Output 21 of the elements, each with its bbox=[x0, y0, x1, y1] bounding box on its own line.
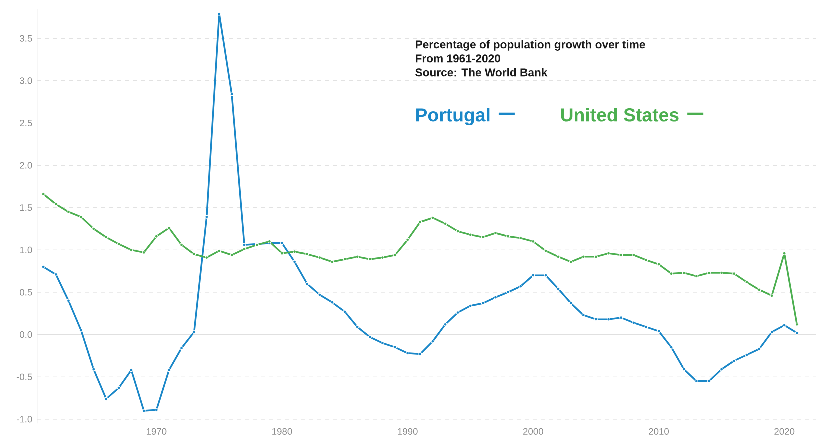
x-tick-label: 2020 bbox=[774, 428, 795, 435]
x-tick-label: 2010 bbox=[649, 428, 670, 435]
y-tick-label: 3.0 bbox=[20, 78, 32, 84]
x-tick-label: 1990 bbox=[398, 428, 418, 435]
y-tick-label: 2.5 bbox=[20, 120, 32, 127]
y-tick-label: 3.5 bbox=[20, 35, 32, 42]
y-tick-label: -1.0 bbox=[16, 416, 32, 423]
y-tick-label: 0.5 bbox=[20, 289, 32, 296]
y-tick-label: 2.0 bbox=[20, 162, 32, 169]
legend-label: Portugal bbox=[416, 108, 490, 126]
y-tick-label: 1.0 bbox=[20, 246, 32, 254]
y-tick-label: -0.5 bbox=[16, 374, 32, 380]
text: From 1961-2020 bbox=[416, 54, 500, 63]
y-tick-label: 0.0 bbox=[20, 332, 32, 338]
annotation: Source: The World Bank bbox=[416, 68, 548, 77]
y-tick-label: 1.5 bbox=[20, 204, 32, 212]
x-tick-label: 1980 bbox=[272, 428, 292, 435]
legend-label: United States bbox=[561, 108, 679, 122]
x-tick-label: 1970 bbox=[146, 428, 167, 435]
text: Percentage of population growth over time bbox=[416, 40, 646, 51]
x-tick-label: 2000 bbox=[524, 428, 544, 435]
